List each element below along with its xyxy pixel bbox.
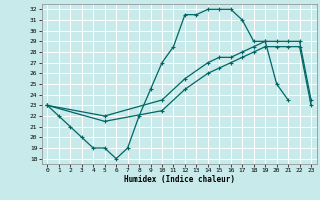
X-axis label: Humidex (Indice chaleur): Humidex (Indice chaleur) [124, 175, 235, 184]
